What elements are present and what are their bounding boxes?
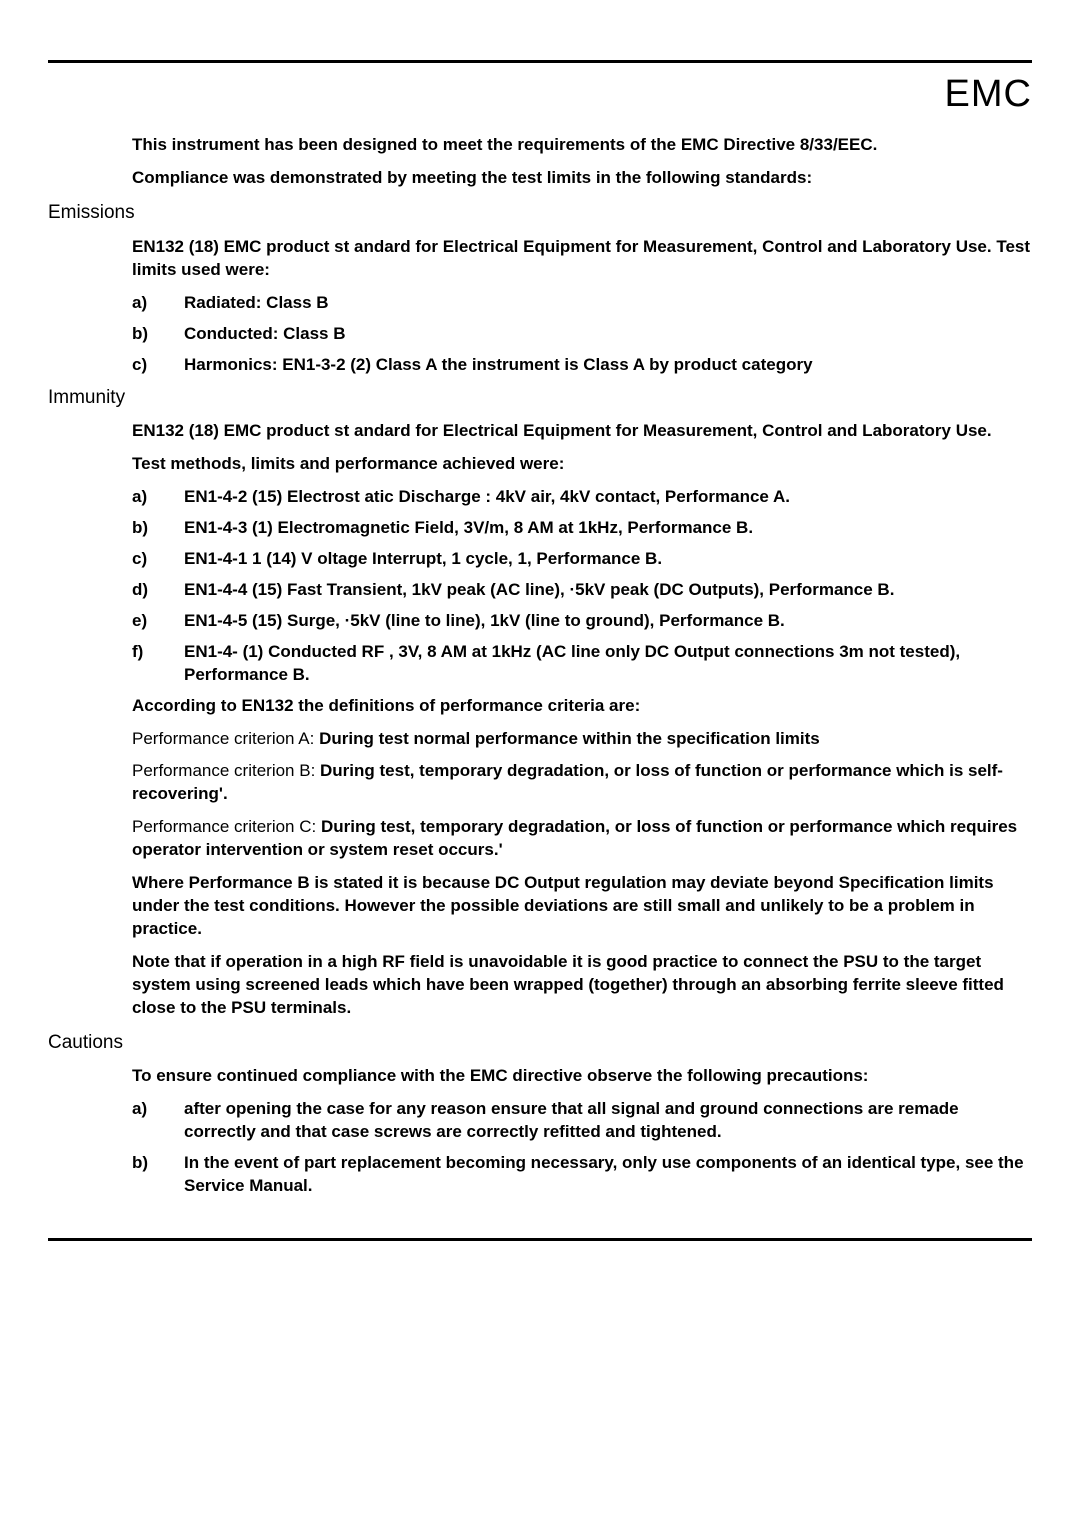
performance-criterion: Performance criterion B: During test, te… [132,760,1032,806]
item-label: b) [132,517,184,540]
immunity-item: b) EN1-4-3 (1) Electromagnetic Field, 3V… [132,517,1032,540]
criterion-text: During test normal performance within th… [319,729,820,748]
cautions-item: b) In the event of part replacement beco… [132,1152,1032,1198]
cautions-heading: Cautions [48,1030,1032,1056]
item-text: In the event of part replacement becomin… [184,1152,1032,1198]
page-title: EMC [48,69,1032,120]
immunity-item: c) EN1-4-1 1 (14) V oltage Interrupt, 1 … [132,548,1032,571]
item-text: EN1-4-4 (15) Fast Transient, 1kV peak (A… [184,579,1032,602]
emissions-item: b) Conducted: Class B [132,323,1032,346]
intro-paragraph-1: This instrument has been designed to mee… [132,134,1032,157]
item-text: EN1-4-1 1 (14) V oltage Interrupt, 1 cyc… [184,548,1032,571]
top-rule [48,60,1032,63]
item-label: c) [132,354,184,377]
cautions-item: a) after opening the case for any reason… [132,1098,1032,1144]
immunity-item: d) EN1-4-4 (15) Fast Transient, 1kV peak… [132,579,1032,602]
bottom-rule [48,1238,1032,1241]
item-text: EN1-4-5 (15) Surge, ·5kV (line to line),… [184,610,1032,633]
emissions-lead: EN132 (18) EMC product st andard for Ele… [132,236,1032,282]
criterion-label: Performance criterion B: [132,761,320,780]
item-text: Radiated: Class B [184,292,1032,315]
item-text: EN1-4-3 (1) Electromagnetic Field, 3V/m,… [184,517,1032,540]
immunity-item: e) EN1-4-5 (15) Surge, ·5kV (line to lin… [132,610,1032,633]
item-text: EN1-4- (1) Conducted RF , 3V, 8 AM at 1k… [184,641,1032,687]
item-label: e) [132,610,184,633]
item-text: EN1-4-2 (15) Electrost atic Discharge : … [184,486,1032,509]
item-label: a) [132,1098,184,1144]
emissions-heading: Emissions [48,200,1032,226]
immunity-item: a) EN1-4-2 (15) Electrost atic Discharge… [132,486,1032,509]
criterion-label: Performance criterion C: [132,817,321,836]
item-label: d) [132,579,184,602]
criterion-label: Performance criterion A: [132,729,319,748]
item-label: f) [132,641,184,687]
performance-criterion: Performance criterion A: During test nor… [132,728,1032,751]
item-text: Conducted: Class B [184,323,1032,346]
performance-criterion: Performance criterion C: During test, te… [132,816,1032,862]
immunity-lead-2: Test methods, limits and performance ach… [132,453,1032,476]
document-body: This instrument has been designed to mee… [48,134,1032,1198]
item-label: b) [132,1152,184,1198]
emissions-item: a) Radiated: Class B [132,292,1032,315]
immunity-heading: Immunity [48,385,1032,411]
cautions-lead: To ensure continued compliance with the … [132,1065,1032,1088]
item-text: Harmonics: EN1-3-2 (2) Class A the instr… [184,354,1032,377]
item-text: after opening the case for any reason en… [184,1098,1032,1144]
where-performance-b: Where Performance B is stated it is beca… [132,872,1032,941]
intro-paragraph-2: Compliance was demonstrated by meeting t… [132,167,1032,190]
item-label: a) [132,486,184,509]
item-label: b) [132,323,184,346]
note-rf: Note that if operation in a high RF fiel… [132,951,1032,1020]
according-line: According to EN132 the definitions of pe… [132,695,1032,718]
immunity-lead-1: EN132 (18) EMC product st andard for Ele… [132,420,1032,443]
immunity-item: f) EN1-4- (1) Conducted RF , 3V, 8 AM at… [132,641,1032,687]
item-label: c) [132,548,184,571]
emissions-item: c) Harmonics: EN1-3-2 (2) Class A the in… [132,354,1032,377]
item-label: a) [132,292,184,315]
